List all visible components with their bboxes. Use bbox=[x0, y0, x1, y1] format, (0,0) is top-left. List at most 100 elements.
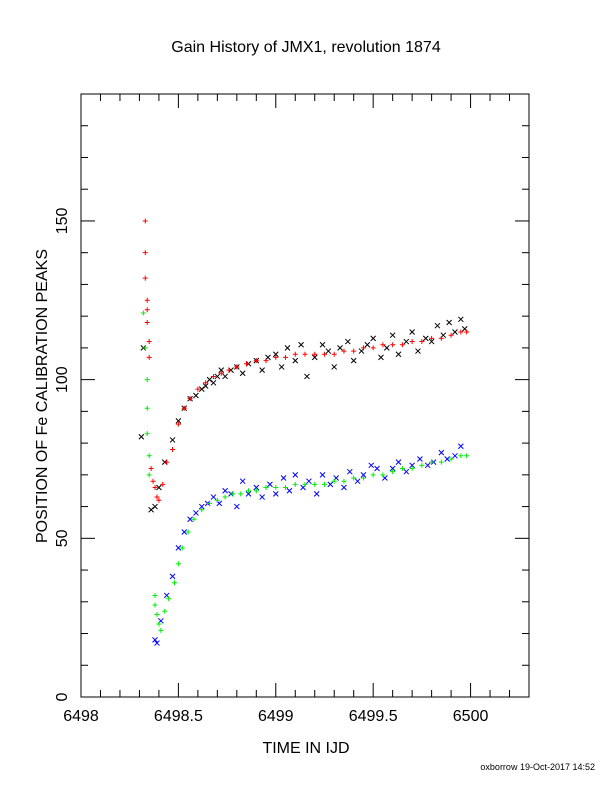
data-point bbox=[458, 329, 464, 335]
data-point bbox=[380, 342, 386, 348]
data-point bbox=[434, 322, 441, 329]
data-point bbox=[360, 345, 366, 351]
data-point bbox=[181, 405, 187, 411]
data-point bbox=[311, 354, 318, 361]
data-point bbox=[239, 370, 246, 377]
y-tick-label: 0 bbox=[54, 692, 71, 701]
data-point bbox=[138, 433, 145, 440]
series-1 bbox=[142, 218, 470, 503]
data-point bbox=[424, 462, 431, 469]
data-points bbox=[138, 218, 470, 646]
data-point bbox=[403, 338, 410, 345]
data-point bbox=[144, 307, 150, 313]
data-point bbox=[286, 487, 293, 494]
data-point bbox=[448, 456, 454, 462]
data-point bbox=[144, 297, 150, 303]
data-point bbox=[144, 405, 150, 411]
data-point bbox=[360, 475, 366, 481]
data-point bbox=[202, 383, 209, 389]
data-point bbox=[321, 481, 327, 487]
data-point bbox=[160, 481, 166, 487]
data-point bbox=[222, 373, 228, 380]
data-point bbox=[146, 453, 152, 459]
data-point bbox=[438, 449, 445, 456]
data-point bbox=[429, 459, 435, 465]
data-point bbox=[233, 503, 240, 510]
data-point bbox=[146, 354, 152, 360]
data-point bbox=[302, 481, 308, 487]
data-point bbox=[222, 494, 228, 500]
data-point bbox=[154, 640, 160, 646]
data-point bbox=[272, 351, 279, 358]
data-point bbox=[170, 446, 176, 452]
data-point bbox=[199, 507, 205, 513]
data-point bbox=[422, 335, 429, 342]
data-point bbox=[415, 348, 421, 354]
data-point bbox=[417, 456, 423, 462]
data-point bbox=[292, 471, 299, 478]
data-point bbox=[283, 485, 289, 491]
data-point bbox=[238, 491, 244, 497]
data-point bbox=[198, 386, 205, 393]
data-point bbox=[144, 320, 150, 326]
data-point bbox=[239, 478, 246, 485]
data-point bbox=[146, 339, 152, 345]
data-point bbox=[457, 316, 464, 323]
data-point bbox=[312, 481, 318, 487]
data-point bbox=[458, 453, 464, 459]
data-point bbox=[444, 456, 451, 462]
data-point bbox=[278, 364, 285, 370]
data-point bbox=[304, 373, 310, 380]
data-point bbox=[360, 471, 367, 478]
x-tick-label: 6499.5 bbox=[349, 708, 398, 725]
data-point bbox=[144, 377, 150, 383]
data-point bbox=[341, 484, 347, 491]
data-point bbox=[390, 342, 396, 348]
data-point bbox=[175, 421, 181, 427]
data-point bbox=[378, 354, 384, 361]
data-point bbox=[152, 503, 158, 510]
data-point bbox=[198, 503, 205, 510]
data-point bbox=[319, 341, 326, 348]
data-point bbox=[152, 592, 158, 598]
data-point bbox=[350, 357, 357, 364]
data-point bbox=[181, 529, 188, 535]
data-point bbox=[210, 379, 217, 386]
data-point bbox=[222, 487, 228, 494]
footer-credit: oxborrow 19-Oct-2017 14:52 bbox=[480, 762, 595, 772]
data-point bbox=[419, 339, 425, 345]
data-point bbox=[368, 462, 375, 469]
data-point bbox=[218, 367, 225, 373]
data-point bbox=[292, 351, 298, 357]
data-point bbox=[156, 621, 162, 627]
data-point bbox=[429, 335, 435, 341]
y-tick-label: 150 bbox=[54, 208, 71, 235]
data-point bbox=[259, 367, 266, 373]
data-point bbox=[142, 250, 148, 256]
data-point bbox=[246, 488, 252, 494]
data-point bbox=[399, 465, 405, 471]
data-point bbox=[313, 491, 320, 497]
data-point bbox=[273, 485, 279, 491]
data-point bbox=[169, 573, 176, 580]
data-point bbox=[142, 275, 148, 281]
data-point bbox=[452, 452, 458, 459]
data-point bbox=[409, 462, 415, 469]
data-point bbox=[234, 364, 240, 370]
data-point bbox=[389, 332, 396, 339]
data-point bbox=[245, 491, 252, 497]
data-point bbox=[253, 358, 259, 364]
data-point bbox=[448, 332, 454, 338]
data-point bbox=[148, 465, 154, 471]
x-tick-label: 6499 bbox=[258, 708, 294, 725]
data-point bbox=[144, 431, 150, 437]
data-point bbox=[203, 380, 209, 386]
data-point bbox=[152, 637, 158, 643]
data-point bbox=[351, 475, 357, 481]
data-point bbox=[210, 494, 217, 500]
data-point bbox=[428, 338, 435, 345]
series-3 bbox=[140, 310, 470, 633]
data-point bbox=[409, 465, 415, 471]
data-point bbox=[446, 319, 452, 326]
data-point bbox=[319, 471, 326, 478]
